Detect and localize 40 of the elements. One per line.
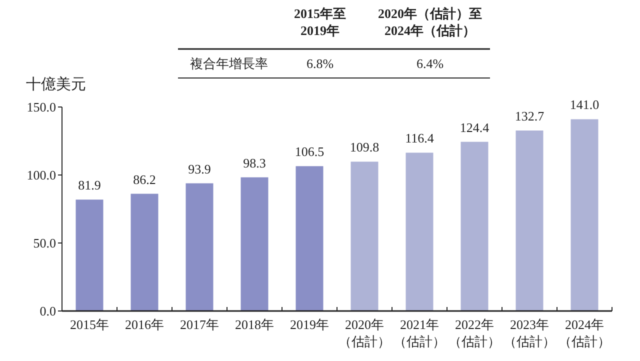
data-label: 141.0 <box>570 97 600 112</box>
y-tick-label: 50.0 <box>33 236 56 251</box>
text: 6.8% <box>306 56 334 71</box>
data-label: 109.8 <box>350 140 380 155</box>
text: 複合年增長率 <box>190 56 268 71</box>
bar <box>516 130 544 311</box>
x-tick-label: 2022年（估計） <box>448 317 500 349</box>
x-tick-label: 2015年 <box>70 317 109 332</box>
y-tick-label: 100.0 <box>26 168 56 183</box>
data-label: 116.4 <box>405 130 434 146</box>
y-tick-label: 150.0 <box>26 100 56 115</box>
bar <box>350 162 378 311</box>
data-label: 81.9 <box>78 178 101 193</box>
data-label: 98.3 <box>243 155 266 170</box>
text: 6.4% <box>416 56 444 71</box>
x-tick-label: 2024年（估計） <box>558 317 610 349</box>
bar <box>296 166 324 311</box>
bar <box>186 183 214 311</box>
bar <box>240 177 268 311</box>
x-tick-label: 2021年（估計） <box>394 317 446 349</box>
text: 2015年至2019年 <box>294 6 346 38</box>
data-label: 86.2 <box>133 172 156 187</box>
x-tick-label: 2016年 <box>125 317 164 332</box>
bar <box>406 152 434 311</box>
x-tick-label: 2023年（估計） <box>504 317 556 349</box>
y-axis-title: 十億美元 <box>26 76 86 93</box>
bar <box>130 194 158 311</box>
x-tick-label: 2017年 <box>180 317 219 332</box>
x-tick-label: 2018年 <box>235 317 274 332</box>
x-tick-label: 2019年 <box>290 317 329 332</box>
bar <box>570 119 598 311</box>
bar <box>460 142 488 311</box>
data-label: 132.7 <box>514 108 545 124</box>
text: 2020年（估計）至2024年（估計） <box>378 6 482 38</box>
data-label: 93.9 <box>188 161 211 176</box>
data-label: 124.4 <box>460 120 490 135</box>
bar <box>76 200 104 311</box>
data-label: 106.5 <box>294 144 324 160</box>
x-tick-label: 2020年（估計） <box>338 317 390 349</box>
y-tick-label: 0.0 <box>40 304 56 319</box>
